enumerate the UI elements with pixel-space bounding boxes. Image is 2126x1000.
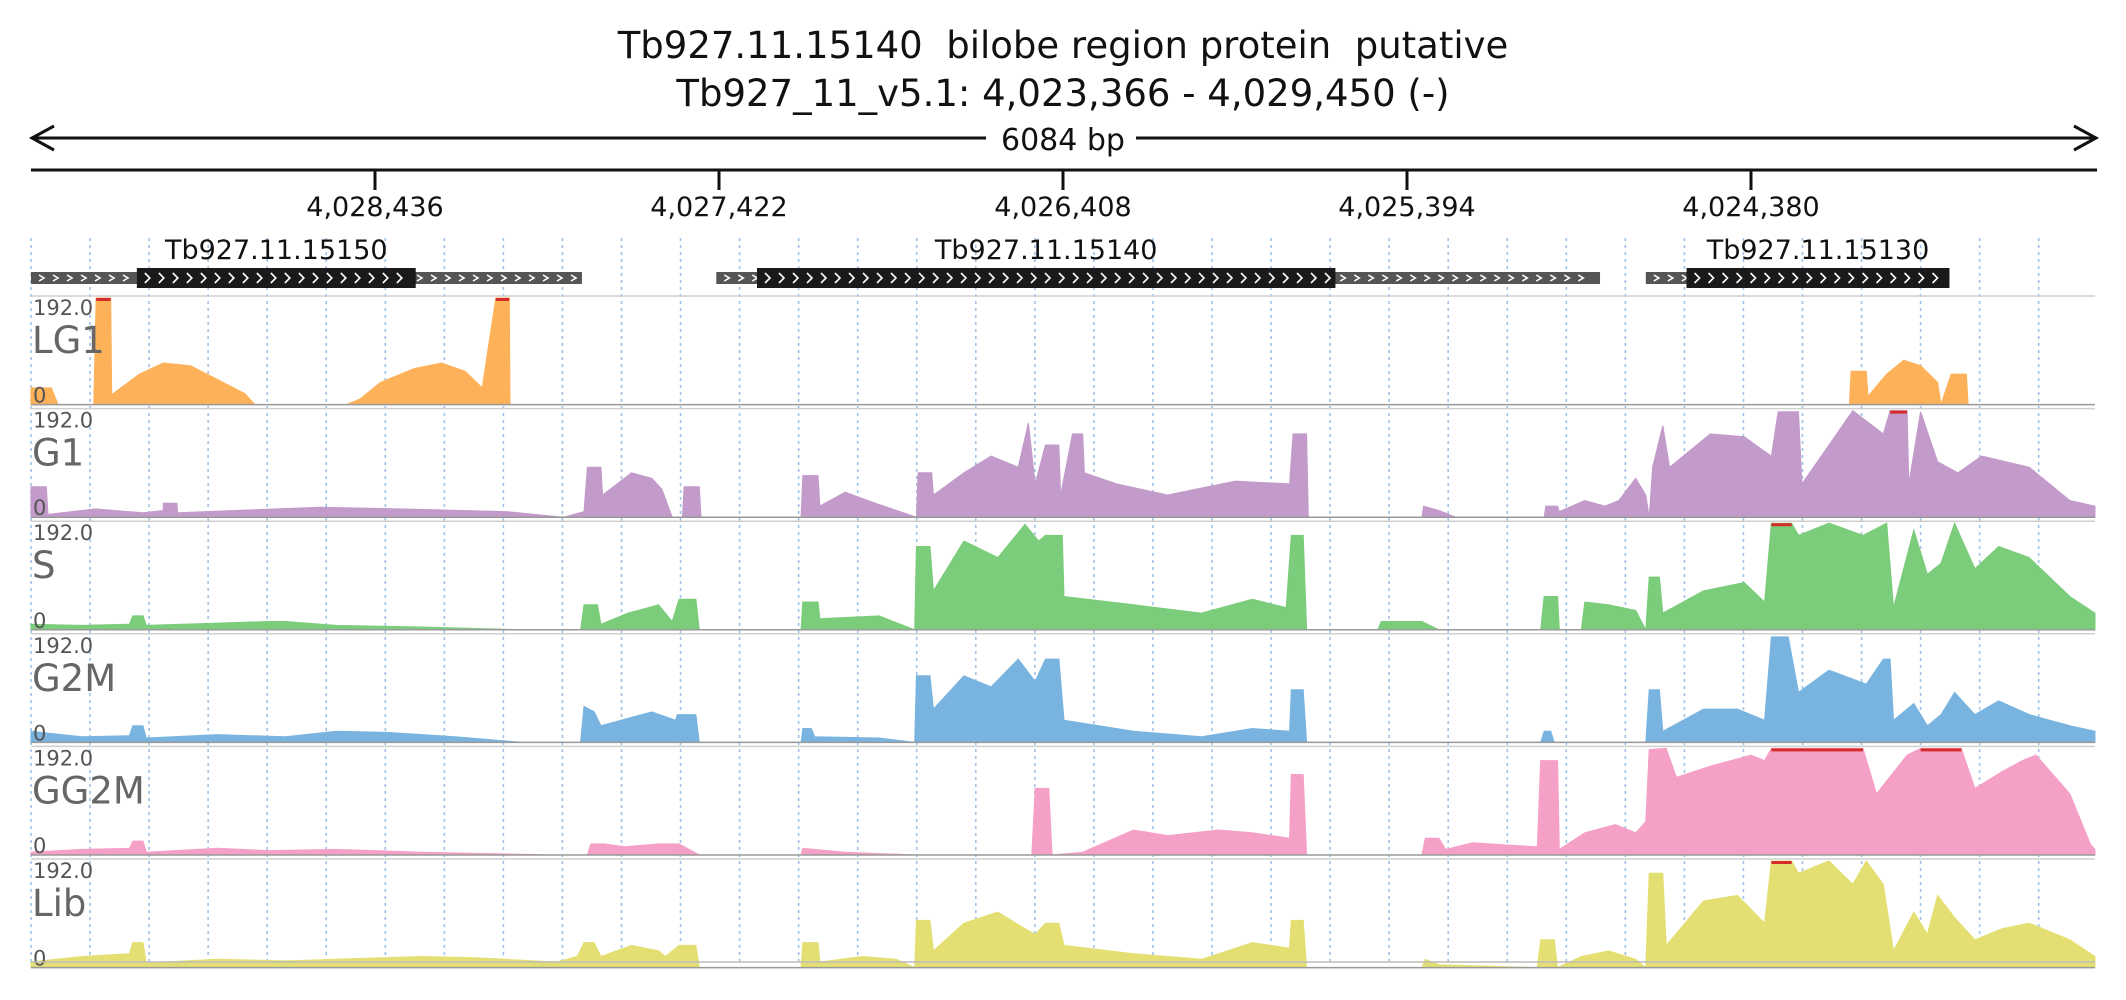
- coverage-track-s: 192.0 0 S: [30, 520, 2096, 633]
- clip-marker: [1771, 748, 1863, 752]
- coverage-area: [30, 636, 2096, 743]
- coverage-tracks: 192.00LG1192.00G1192.00S192.00G2M192.00G…: [30, 295, 2096, 971]
- coverage-area: [30, 409, 2096, 518]
- gene-label: Tb927.11.15140: [934, 235, 1158, 266]
- chart-title: Tb927.11.15140 bilobe region protein put…: [617, 24, 1509, 67]
- coverage-area: [30, 747, 2096, 856]
- strand-chevrons: [1693, 272, 1939, 284]
- gene-cds-bar: [1686, 268, 1950, 288]
- track-ymin-label: 0: [33, 947, 46, 971]
- clip-marker: [495, 298, 510, 301]
- gene-feature[interactable]: Tb927.11.15130: [1645, 235, 1950, 288]
- track-ymax-label: 192.0: [33, 521, 93, 545]
- track-ymin-label: 0: [33, 721, 46, 745]
- clip-marker: [1771, 861, 1792, 864]
- gene-cds-bar: [756, 268, 1336, 288]
- chart-subtitle: Tb927_11_v5.1: 4,023,366 - 4,029,450 (-): [676, 72, 1450, 115]
- span-length-label: 6084 bp: [1001, 123, 1125, 158]
- track-name-label: GG2M: [32, 769, 145, 812]
- track-ymin-label: 0: [33, 609, 46, 633]
- coordinate-ruler: 4,028,436 4,027,422 4,026,408 4,025,394 4,02…: [31, 168, 2097, 223]
- ruler-tick-label: 4,028,436: [306, 192, 443, 223]
- coverage-area: [30, 860, 2096, 969]
- coverage-area: [30, 521, 2096, 632]
- gene-feature[interactable]: Tb927.11.15140: [716, 235, 1601, 288]
- ruler-tick-label: 4,026,408: [994, 192, 1131, 223]
- ruler-tick-label: 4,027,422: [650, 192, 787, 223]
- ruler-tick-label: 4,025,394: [1338, 192, 1475, 223]
- coverage-track-g1: 192.0 0 G1: [30, 407, 2096, 520]
- track-name-label: G2M: [32, 657, 116, 700]
- coverage-area: [30, 297, 2095, 406]
- gene-annotation-track: Tb927.11.15150 Tb927.11.15140 Tb927.11.151…: [31, 235, 1950, 288]
- clip-marker: [1920, 748, 1962, 752]
- coverage-track-lib: 192.0 0 Lib: [30, 858, 2096, 971]
- strand-chevrons: [144, 272, 403, 284]
- gene-label: Tb927.11.15150: [164, 235, 388, 266]
- track-ymin-label: 0: [33, 496, 46, 520]
- coverage-track-gg2m: 192.0 0 GG2M: [30, 745, 2096, 858]
- track-ymax-label: 192.0: [33, 409, 93, 433]
- track-name-label: LG1: [32, 319, 105, 362]
- gene-feature[interactable]: Tb927.11.15150: [31, 235, 582, 288]
- track-ymin-label: 0: [33, 834, 46, 858]
- clip-marker: [1890, 410, 1908, 414]
- clip-marker: [1771, 523, 1792, 527]
- track-ymin-label: 0: [33, 384, 46, 408]
- track-ymax-label: 192.0: [33, 634, 93, 658]
- track-name-label: S: [32, 544, 56, 587]
- track-ymax-label: 192.0: [33, 859, 93, 883]
- track-ymax-label: 192.0: [33, 296, 93, 320]
- track-name-label: Lib: [32, 882, 86, 925]
- ruler-tick-label: 4,024,380: [1682, 192, 1819, 223]
- track-name-label: G1: [32, 432, 84, 475]
- track-ymax-label: 192.0: [33, 746, 93, 770]
- span-arrow: 6084 bp: [28, 118, 2100, 158]
- gene-label: Tb927.11.15130: [1706, 235, 1930, 266]
- coverage-track-lg1: 192.0 0 LG1: [30, 295, 2095, 408]
- strand-chevrons: [764, 272, 1332, 284]
- coverage-track-g2m: 192.0 0 G2M: [30, 633, 2096, 745]
- clip-marker: [96, 298, 111, 301]
